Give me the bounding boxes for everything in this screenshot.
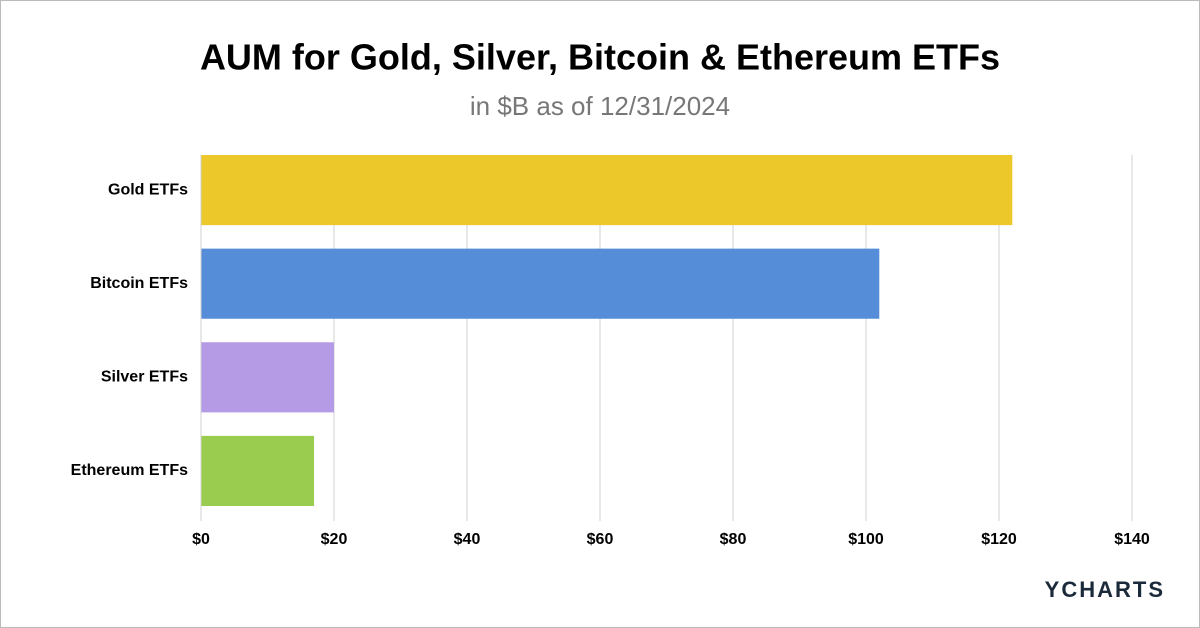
y-tick-label: Silver ETFs [101,369,188,386]
x-tick-label: $120 [981,531,1017,548]
chart-title: AUM for Gold, Silver, Bitcoin & Ethereum… [200,37,1000,78]
x-tick-label: $140 [1114,531,1150,548]
x-tick-label: $80 [720,531,747,548]
logo: YCHARTS [1045,577,1165,602]
y-tick-label: Gold ETFs [108,181,188,198]
bar [201,248,880,319]
x-tick-label: $0 [192,531,210,548]
x-tick-label: $40 [454,531,481,548]
x-tick-label: $20 [321,531,348,548]
y-tick-label: Bitcoin ETFs [90,275,188,292]
chart-subtitle: in $B as of 12/31/2024 [470,91,730,121]
y-tick-label: Ethereum ETFs [71,462,188,479]
bar [201,342,334,413]
bar [201,435,315,506]
bar [201,155,1013,226]
x-tick-label: $60 [587,531,614,548]
x-tick-label: $100 [848,531,884,548]
